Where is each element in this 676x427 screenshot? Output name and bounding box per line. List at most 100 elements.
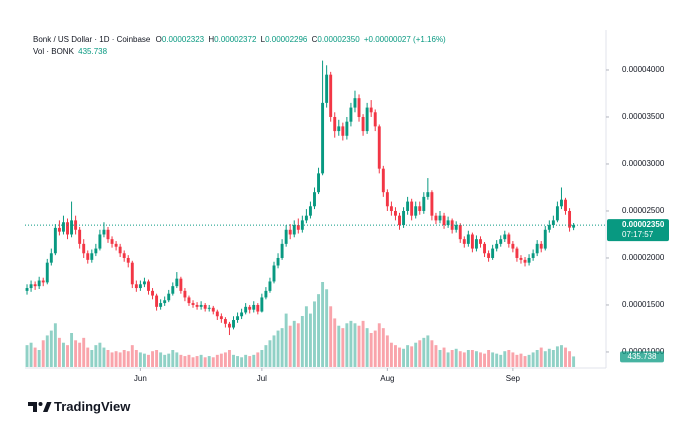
volume-bar	[483, 353, 486, 367]
volume-bar	[357, 325, 361, 367]
candle-body	[499, 239, 503, 244]
volume-bar	[244, 354, 248, 367]
candle-body	[495, 243, 499, 249]
candle-body	[142, 281, 146, 285]
candle-body	[264, 290, 268, 298]
volume-bar	[264, 345, 268, 367]
volume-bar	[531, 352, 535, 367]
candle-body	[361, 116, 365, 132]
volume-bar	[211, 357, 215, 367]
volume-bar	[118, 352, 122, 367]
candle-body	[308, 206, 312, 216]
volume-bar	[507, 350, 511, 367]
volume-bar	[511, 352, 515, 367]
candle-body	[179, 278, 183, 291]
candle-body	[45, 262, 49, 283]
volume-bar	[535, 350, 539, 367]
candle-body	[187, 297, 191, 304]
volume-bar	[126, 351, 130, 367]
candle-body	[70, 220, 74, 235]
volume-bar	[410, 346, 414, 367]
volume-bar	[57, 337, 61, 367]
ohlc-label: C	[312, 35, 318, 44]
volume-bar	[547, 348, 551, 367]
y-tick-label: 0.00004000	[622, 65, 665, 74]
candle-body	[503, 234, 507, 240]
candle-body	[118, 246, 122, 254]
candle-body	[199, 304, 203, 307]
volume-bar	[381, 328, 385, 367]
volume-bar	[62, 342, 65, 367]
logo-dot	[38, 402, 43, 406]
candle-body	[102, 229, 106, 235]
volume-bar	[171, 350, 175, 367]
volume-bar	[49, 330, 53, 367]
candle-body	[555, 206, 559, 221]
volume-tag	[620, 351, 664, 363]
candle-body	[122, 253, 126, 258]
y-tick-label: 0.00002000	[622, 253, 665, 262]
volume-bar	[543, 351, 547, 367]
candle-body	[474, 239, 478, 249]
candle-body	[511, 243, 515, 249]
candle-body	[462, 239, 466, 244]
candle-body	[458, 225, 462, 240]
volume-bar	[284, 313, 288, 367]
volume-bar	[114, 351, 118, 367]
candle-body	[313, 192, 316, 207]
change-value: +0.00000027 (+1.16%)	[364, 35, 446, 44]
ohlc-label: L	[261, 35, 266, 44]
volume-bar	[430, 340, 434, 367]
volume-bar	[138, 352, 142, 367]
candle-body	[365, 107, 369, 132]
volume-bar	[191, 357, 195, 367]
volume-bar	[398, 347, 401, 367]
ohlc-label: O	[156, 35, 162, 44]
candle-body	[191, 303, 195, 305]
volume-bar	[365, 328, 369, 367]
candle-body	[547, 225, 551, 230]
volume-bar	[442, 347, 446, 367]
candle-body	[78, 229, 82, 244]
volume-bar	[199, 354, 203, 367]
candle-body	[369, 107, 373, 113]
volume-bar	[183, 356, 187, 367]
volume-bar	[317, 294, 320, 367]
candle-body	[248, 306, 252, 310]
candle-body	[377, 126, 381, 169]
volume-bar	[454, 348, 458, 367]
volume-bar	[292, 320, 296, 367]
candle-body	[37, 280, 41, 287]
volume-tag-label: 435.738	[628, 352, 657, 361]
candle-body	[256, 304, 260, 312]
candle-body	[98, 234, 102, 249]
candle-body	[321, 102, 325, 174]
volume-bar	[82, 337, 86, 367]
candle-body	[414, 206, 418, 216]
candle-body	[487, 253, 491, 258]
candle-body	[53, 227, 57, 254]
last-price-tag	[607, 219, 669, 242]
candle-body	[438, 215, 442, 221]
candle-body	[527, 257, 531, 263]
candle-body	[240, 312, 244, 317]
candle-body	[211, 307, 215, 312]
candle-body	[519, 257, 523, 260]
brand-name: TradingView	[54, 399, 131, 414]
candle-body	[333, 116, 337, 132]
last-price-label: 0.00002350	[622, 220, 665, 229]
volume-bar	[236, 356, 240, 367]
y-tick-label: 0.00003500	[622, 112, 665, 121]
volume-bar	[333, 318, 337, 367]
volume-bar	[219, 353, 223, 367]
volume-bar	[491, 352, 495, 367]
candle-body	[280, 243, 284, 258]
candle-body	[507, 234, 511, 244]
candle-body	[418, 206, 422, 211]
candle-body	[564, 199, 567, 211]
volume-bar	[276, 330, 280, 367]
countdown-label: 07:17:57	[622, 230, 654, 239]
x-tick-label: Jul	[257, 374, 267, 383]
candle-body	[329, 74, 333, 117]
